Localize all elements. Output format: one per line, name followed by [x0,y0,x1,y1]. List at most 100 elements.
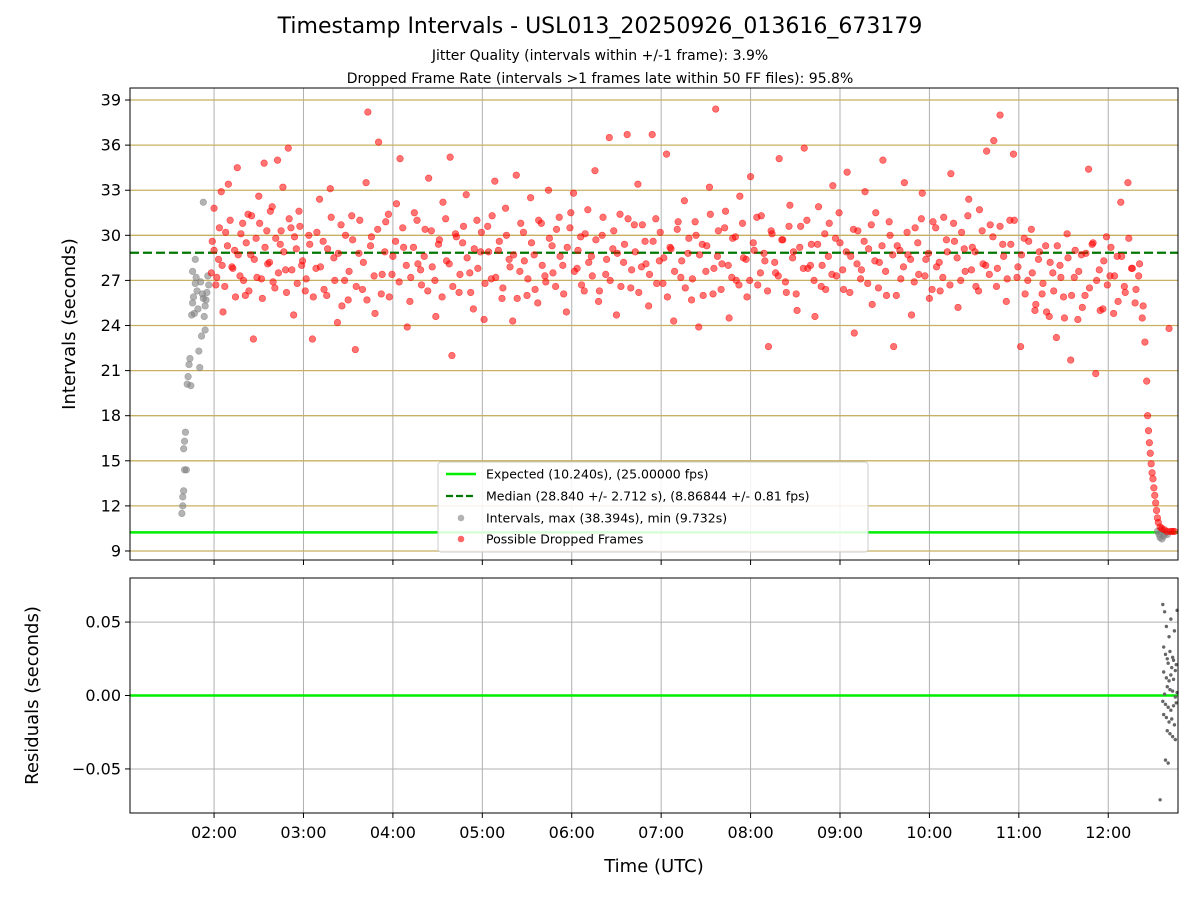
dropped-frame-point [918,189,926,197]
dropped-frame-point [389,252,397,260]
dropped-frame-point [846,288,854,297]
residual-point [1171,677,1176,682]
interval-point [201,326,209,334]
dropped-frame-point [530,251,538,259]
dropped-frame-point [258,294,266,303]
dropped-frame-point [839,266,847,274]
dropped-frame-point [356,216,364,224]
dropped-frame-point [355,249,363,257]
dropped-frame-point [936,287,944,295]
dropped-frame-point [420,252,428,260]
dropped-frame-point [298,257,307,265]
dropped-frame-point [799,264,807,272]
residual-point [1161,645,1166,649]
dropped-frame-point [660,254,668,262]
dropped-frame-point [560,290,568,298]
dropped-frame-point [492,273,500,282]
interval-point [178,509,186,518]
dropped-frame-point [364,108,372,116]
dropped-frame-point [1042,308,1051,316]
dropped-frame-point [996,222,1004,230]
intervals-axis-ticks: 9 12 15 18 21 24 27 30 33 36 39 [101,91,1109,565]
dropped-frame-point [696,251,704,259]
residuals-y-axis-label: Residuals (seconds) [22,606,43,785]
dropped-frame-point [616,210,624,218]
dropped-frame-point [797,222,805,230]
dropped-frame-point [767,227,775,235]
dropped-frame-point [1147,460,1155,468]
dropped-frame-point [821,230,829,238]
dropped-frame-point [1010,216,1018,224]
dropped-frame-point [638,221,646,229]
interval-point [188,267,197,275]
dropped-frame-point [1057,273,1065,282]
chart-subtitle-jitter: Jitter Quality (intervals within +/-1 fr… [431,48,769,64]
dropped-frame-point [1071,246,1079,254]
dropped-frame-point [348,212,356,220]
dropped-frame-point [1053,242,1061,250]
dropped-frame-point [249,335,257,343]
dropped-frame-point [624,215,632,223]
dropped-frame-point [1059,293,1068,301]
intervals-points [178,105,1179,543]
dropped-frame-point [306,240,314,248]
dropped-frame-point [958,228,966,236]
dropped-frame-point [495,237,503,245]
dropped-frame-point [896,246,904,254]
dropped-frame-point [1096,306,1104,315]
dropped-frame-point [1060,314,1069,322]
dropped-frame-point [320,285,328,294]
dropped-frame-point [391,237,400,245]
dropped-frame-point [402,261,410,269]
dropped-frame-point [463,254,471,262]
intervals-y-tick-label: 36 [101,136,121,155]
dropped-frame-point [649,237,657,245]
dropped-frame-point [467,288,475,297]
dropped-frame-point [1152,499,1160,507]
dropped-frame-point [552,282,560,291]
dropped-frame-point [290,233,299,241]
dropped-frame-point [725,314,733,322]
dropped-frame-point [567,209,575,217]
dropped-frame-point [907,311,916,319]
dropped-frame-point [943,248,951,256]
dropped-frame-point [1028,269,1036,277]
dropped-frame-point [305,231,313,239]
dropped-frame-point [874,284,883,292]
legend-expected-label: Expected (10.240s), (25.00000 fps) [486,467,708,482]
dropped-frame-point [954,303,962,312]
residual-point [1172,723,1177,727]
dropped-frame-point [519,228,528,236]
intervals-y-tick-label: 18 [101,406,121,425]
dropped-frame-point [717,285,725,294]
dropped-frame-point [892,291,900,300]
dropped-frame-point [427,227,435,235]
dropped-frame-point [541,272,549,280]
dropped-frame-point [843,168,851,176]
dropped-frame-point [239,219,247,227]
dropped-frame-point [818,261,826,269]
dropped-frame-point [605,134,613,142]
dropped-frame-point [1038,290,1046,298]
interval-point [202,296,210,304]
dropped-frame-point [785,222,793,230]
residual-point [1170,717,1174,721]
dropped-frame-point [523,291,531,300]
residual-point [1163,758,1168,762]
dropped-frame-point [1103,281,1111,289]
dropped-frame-point [226,216,234,224]
dropped-frame-point [446,153,454,161]
dropped-frame-point [1025,237,1033,245]
dropped-frame-point [699,291,707,300]
dropped-frame-point [829,182,837,190]
dropped-frame-point [308,335,317,343]
dropped-frame-point [231,293,240,301]
dropped-frame-point [914,239,922,247]
dropped-frame-point [585,258,593,266]
dropped-frame-point [688,275,697,283]
dropped-frame-point [882,291,891,300]
residual-point [1167,635,1171,639]
dropped-frame-point [806,261,815,269]
interval-point [201,302,209,310]
residual-point [1165,684,1169,689]
